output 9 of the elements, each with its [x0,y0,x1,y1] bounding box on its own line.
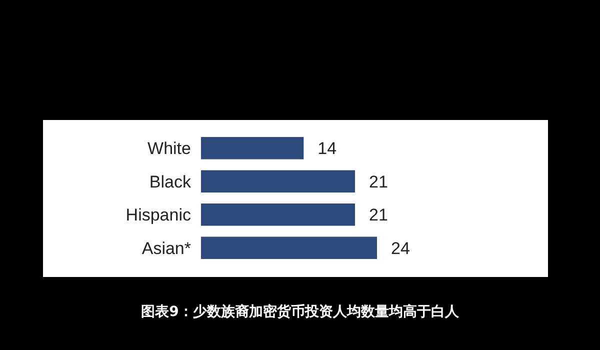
y-tick-label: Hispanic [126,206,192,225]
data-label: 14 [318,139,337,158]
data-label: 24 [391,238,410,258]
text: 图表9：少数族裔加密货币投资人均数量均高于白人 [141,303,460,320]
y-tick-label: Asian* [142,238,192,258]
y-tick-label: White [148,139,191,158]
y-tick-label: Black [149,172,192,192]
data-label: 21 [369,206,388,225]
data-label: 21 [369,172,388,192]
